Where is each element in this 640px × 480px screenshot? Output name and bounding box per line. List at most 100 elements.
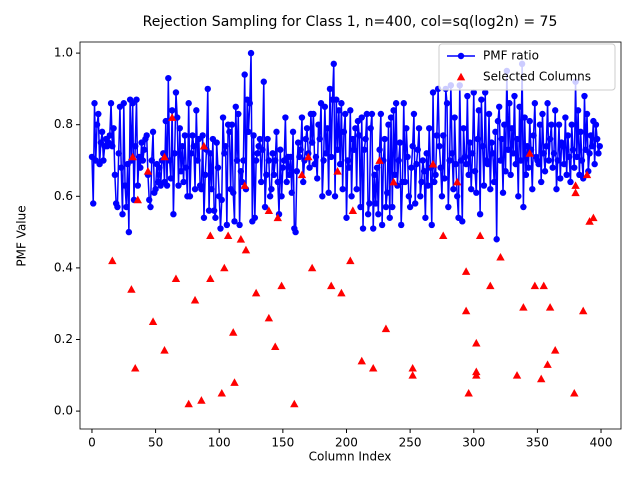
line-marker	[353, 185, 360, 193]
line-marker	[381, 135, 388, 143]
line-marker	[348, 193, 355, 200]
line-marker	[573, 153, 581, 161]
line-marker	[412, 200, 419, 207]
line-marker	[274, 178, 281, 186]
scatter-point	[127, 285, 136, 293]
line-marker	[389, 203, 396, 211]
line-marker	[296, 153, 303, 161]
scatter-point	[589, 213, 598, 222]
line-marker	[522, 171, 530, 179]
line-marker	[441, 175, 448, 182]
line-marker	[336, 160, 344, 168]
line-marker	[577, 128, 584, 136]
scatter-point	[461, 306, 471, 315]
line-marker	[311, 160, 318, 168]
line-marker	[228, 121, 236, 128]
scatter-point	[241, 245, 251, 254]
x-tick-label: 250	[399, 436, 422, 450]
scatter-point	[273, 213, 282, 222]
line-marker	[492, 128, 499, 136]
line-marker	[342, 110, 349, 118]
scatter-point	[290, 399, 299, 408]
line-marker	[202, 171, 209, 179]
scatter-point	[184, 399, 193, 408]
line-marker	[168, 107, 176, 114]
line-marker	[498, 135, 505, 143]
line-marker	[588, 142, 596, 150]
line-marker	[91, 100, 98, 107]
line-marker	[423, 150, 430, 157]
line-marker	[320, 157, 327, 164]
line-marker	[510, 150, 517, 157]
line-marker	[343, 214, 350, 221]
line-marker	[111, 171, 119, 179]
line-marker	[465, 171, 472, 179]
line-marker	[193, 107, 200, 114]
line-marker	[473, 189, 480, 196]
line-marker	[587, 132, 595, 139]
scatter-point	[475, 231, 485, 240]
line-marker	[440, 132, 447, 139]
line-marker	[520, 203, 527, 211]
legend-box	[438, 43, 616, 91]
y-tick-label: 1.0	[54, 46, 73, 60]
line-marker	[176, 125, 183, 132]
line-marker	[385, 121, 392, 128]
scatter-point	[220, 263, 229, 272]
line-marker	[120, 100, 127, 107]
line-marker	[502, 168, 509, 175]
scatter-point	[277, 281, 286, 290]
line-marker	[536, 121, 544, 128]
legend-marker	[457, 52, 465, 60]
line-marker	[212, 214, 219, 221]
line-marker	[390, 107, 397, 114]
line-marker	[418, 178, 425, 186]
line-marker	[594, 135, 601, 143]
line-marker	[288, 189, 295, 196]
line-marker	[214, 164, 222, 171]
line-marker	[405, 193, 413, 200]
line-marker	[429, 89, 437, 96]
line-marker	[479, 142, 486, 150]
line-marker	[114, 203, 121, 211]
scatter-point	[439, 231, 448, 240]
scatter-point	[304, 152, 313, 161]
line-marker	[541, 168, 549, 175]
line-marker	[109, 142, 116, 150]
line-marker	[177, 168, 185, 175]
line-marker	[377, 110, 385, 118]
line-marker	[470, 89, 477, 96]
scatter-point	[236, 235, 246, 243]
line-marker	[436, 142, 443, 150]
y-tick-label: 0.4	[54, 260, 73, 274]
legend: PMF ratio Selected Columns	[438, 43, 616, 91]
line-marker	[525, 164, 532, 171]
line-marker	[186, 193, 194, 200]
scatter-point	[143, 167, 153, 175]
x-tick-label: 350	[526, 436, 549, 450]
line-marker	[406, 203, 414, 211]
scatter-point	[229, 328, 238, 336]
line-marker	[424, 182, 432, 189]
line-marker	[450, 185, 457, 193]
scatter-point	[530, 281, 540, 290]
line-marker	[272, 157, 279, 164]
line-marker	[506, 100, 513, 107]
line-marker	[403, 125, 410, 132]
line-marker	[289, 128, 297, 136]
line-marker	[501, 121, 508, 128]
line-marker	[219, 114, 227, 121]
line-marker	[569, 146, 577, 153]
line-marker	[372, 200, 379, 207]
line-marker	[226, 128, 233, 136]
scatter-point	[148, 317, 158, 325]
line-marker	[261, 203, 269, 211]
line-marker	[496, 103, 503, 110]
line-marker	[358, 114, 365, 121]
legend-label: Selected Columns	[483, 70, 591, 84]
line-marker	[482, 89, 489, 96]
line-marker	[596, 142, 603, 150]
line-marker	[277, 146, 284, 153]
line-marker	[382, 203, 390, 211]
scatter-point	[206, 231, 215, 240]
